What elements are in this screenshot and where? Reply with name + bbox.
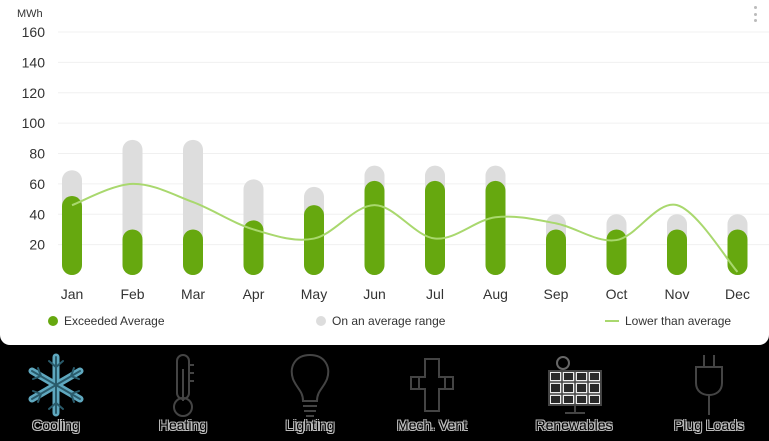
category-label: Lighting bbox=[285, 417, 335, 433]
bar bbox=[183, 229, 203, 275]
snowflake-icon bbox=[28, 353, 84, 417]
bar bbox=[727, 229, 748, 275]
legend-item-lower[interactable]: Lower than average bbox=[605, 314, 731, 328]
x-tick-label: Jun bbox=[363, 286, 386, 302]
y-tick-label: 160 bbox=[22, 24, 46, 40]
category-label: Cooling bbox=[32, 417, 80, 433]
legend-marker bbox=[605, 320, 619, 322]
category-lighting[interactable]: Lighting bbox=[250, 349, 370, 441]
plug-icon bbox=[695, 355, 723, 415]
category-label: Mech. Vent bbox=[396, 417, 468, 433]
y-tick-label: 140 bbox=[22, 54, 46, 70]
category-label: Plug Loads bbox=[673, 417, 745, 433]
category-label: Renewables bbox=[535, 417, 613, 433]
legend-marker bbox=[48, 316, 58, 326]
x-tick-label: Mar bbox=[181, 286, 205, 302]
category-bar: Cooling Heating Lighting Mech. Vent bbox=[0, 345, 769, 441]
x-tick-label: Apr bbox=[243, 286, 265, 302]
y-tick-label: 80 bbox=[29, 146, 45, 162]
y-tick-label: 60 bbox=[29, 176, 45, 192]
x-tick-label: Jan bbox=[61, 286, 84, 302]
series-line bbox=[71, 182, 739, 273]
legend-item-average[interactable]: On an average range bbox=[316, 314, 445, 328]
bar bbox=[122, 229, 143, 275]
x-tick-label: Feb bbox=[120, 286, 144, 302]
x-tick-label: Nov bbox=[665, 286, 690, 302]
bar bbox=[667, 229, 687, 275]
category-label: Heating bbox=[158, 417, 208, 433]
thermometer-icon bbox=[173, 354, 194, 417]
legend-label: Exceeded Average bbox=[64, 314, 165, 328]
solar-panel-icon bbox=[548, 356, 602, 414]
lightbulb-icon bbox=[290, 353, 330, 417]
energy-chart: MWh 20 40 60 80 100 120 140 160 Jan Feb Mar Apr May Ju… bbox=[17, 8, 769, 302]
bar bbox=[606, 229, 627, 275]
bar bbox=[62, 196, 82, 275]
category-plug-loads[interactable]: Plug Loads bbox=[649, 349, 769, 441]
bar bbox=[425, 180, 445, 275]
legend-marker bbox=[316, 316, 326, 326]
bar bbox=[485, 180, 506, 275]
duct-icon bbox=[410, 358, 454, 412]
x-tick-label: Aug bbox=[483, 286, 508, 302]
bar bbox=[546, 229, 566, 275]
category-cooling[interactable]: Cooling bbox=[0, 349, 116, 441]
y-tick-label: 40 bbox=[29, 206, 45, 222]
y-unit-label: MWh bbox=[17, 8, 43, 20]
category-renewables[interactable]: Renewables bbox=[514, 349, 634, 441]
chart-legend: Exceeded Average On an average range Low… bbox=[0, 314, 769, 332]
x-tick-label: Jul bbox=[426, 286, 444, 302]
legend-item-exceeded[interactable]: Exceeded Average bbox=[48, 314, 165, 328]
legend-label: On an average range bbox=[332, 314, 446, 328]
bar bbox=[243, 220, 264, 275]
x-tick-label: Dec bbox=[725, 286, 750, 302]
bar bbox=[304, 205, 324, 275]
x-tick-label: Oct bbox=[606, 286, 628, 302]
y-tick-label: 20 bbox=[29, 237, 45, 253]
bar bbox=[364, 180, 385, 275]
chart-menu-button[interactable] bbox=[751, 6, 759, 22]
y-tick-label: 100 bbox=[22, 115, 46, 131]
legend-label: Lower than average bbox=[625, 314, 732, 328]
y-tick-label: 120 bbox=[22, 85, 46, 101]
x-tick-label: Sep bbox=[544, 286, 569, 302]
chart-card: MWh 20 40 60 80 100 120 140 160 Jan Feb Mar Apr May Ju… bbox=[0, 0, 769, 345]
x-tick-label: May bbox=[301, 286, 327, 302]
category-heating[interactable]: Heating bbox=[123, 349, 243, 441]
category-mech-vent[interactable]: Mech. Vent bbox=[372, 349, 492, 441]
